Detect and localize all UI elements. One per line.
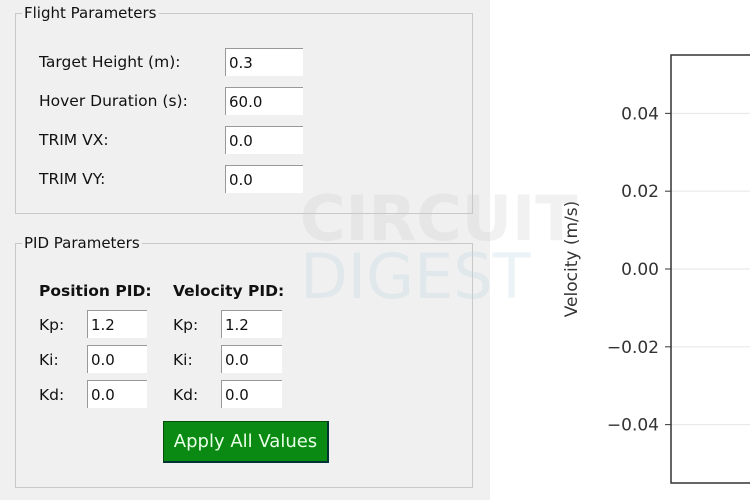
target-height-input[interactable] — [225, 48, 303, 76]
trim-vx-input[interactable] — [225, 126, 303, 154]
vel-ki-input[interactable] — [221, 345, 282, 373]
hover-duration-label: Hover Duration (s): — [39, 92, 188, 110]
y-tick-label: 0.00 — [621, 260, 659, 280]
control-panel: Flight Parameters Target Height (m): Hov… — [0, 0, 490, 500]
pos-ki-label: Ki: — [39, 351, 59, 369]
trim-vx-label: TRIM VX: — [39, 131, 109, 149]
trim-vy-label: TRIM VY: — [39, 170, 106, 188]
vel-kd-label: Kd: — [173, 386, 199, 404]
pos-kp-label: Kp: — [39, 316, 65, 334]
vel-kp-input[interactable] — [221, 310, 282, 338]
vel-ki-label: Ki: — [173, 351, 193, 369]
apply-all-values-button[interactable]: Apply All Values — [163, 421, 329, 463]
velocity-pid-header: Velocity PID: — [173, 282, 285, 300]
pos-kd-label: Kd: — [39, 386, 65, 404]
target-height-label: Target Height (m): — [39, 53, 181, 71]
plot-frame — [670, 54, 750, 484]
y-axis-label: Velocity (m/s) — [562, 201, 582, 318]
hover-duration-input[interactable] — [225, 87, 303, 115]
trim-vy-input[interactable] — [225, 165, 303, 193]
pos-kp-input[interactable] — [87, 310, 147, 338]
y-tick-label: −0.02 — [607, 338, 659, 358]
y-tick-label: 0.04 — [621, 104, 659, 124]
position-pid-header: Position PID: — [39, 282, 152, 300]
vel-kd-input[interactable] — [221, 380, 282, 408]
pid-parameters-group: PID Parameters — [15, 234, 473, 488]
group-title: PID Parameters — [22, 234, 142, 252]
y-tick-label: −0.04 — [607, 416, 659, 436]
vel-kp-label: Kp: — [173, 316, 199, 334]
flight-parameters-group: Flight Parameters — [15, 4, 473, 214]
y-tick-label: 0.02 — [621, 182, 659, 202]
pos-kd-input[interactable] — [87, 380, 147, 408]
pos-ki-input[interactable] — [87, 345, 147, 373]
group-title: Flight Parameters — [22, 4, 159, 22]
